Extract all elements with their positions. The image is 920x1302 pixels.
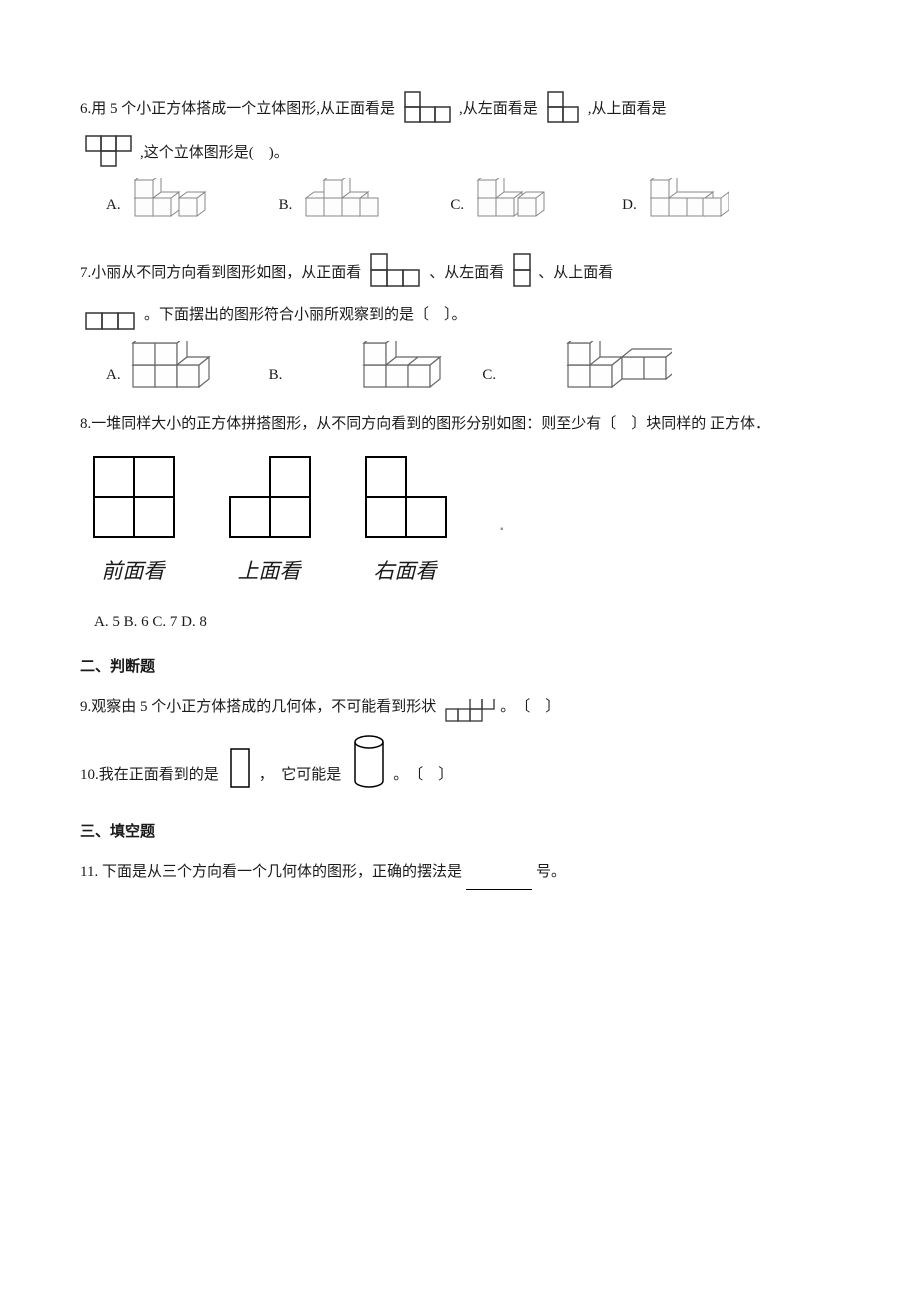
question-10: 10.我在正面看到的是 ， 它可能是 。 〔 〕: [80, 733, 840, 793]
q7-b: 、从左面看: [429, 256, 504, 291]
q9-a: 9.观察由 5 个小正方体搭成的几何体，不可能看到形状: [80, 690, 436, 725]
q6-option-d: D.: [616, 178, 729, 222]
q7-c: 、从上面看: [538, 256, 613, 291]
q6-top-view-icon: [84, 134, 136, 168]
q10-a: 10.我在正面看到的是: [80, 758, 219, 793]
q7-option-c: C.: [476, 341, 672, 393]
q7-top-view-icon: [84, 311, 140, 331]
q8-label-top: 上面看: [226, 547, 312, 595]
q10-rect-icon: [227, 745, 255, 791]
q6-opt-d-icon: [643, 178, 729, 222]
q11-b: 号。: [536, 855, 566, 890]
q7-front-view-icon: [369, 252, 425, 288]
q11-blank: [466, 875, 532, 890]
q6-option-c: C.: [444, 178, 556, 222]
q7-option-b: B.: [263, 341, 459, 393]
q6-option-a: A.: [100, 178, 213, 222]
q6-text-b: ,从左面看是: [459, 92, 538, 127]
question-7-line2: 。下面摆出的图形符合小丽所观察到的是〔 〕。: [80, 298, 840, 333]
q7-left-view-icon: [512, 252, 534, 288]
q7-d: 。下面摆出的图形符合小丽所观察到的是〔 〕。: [144, 298, 467, 333]
q6-text-a: 6.用 5 个小正方体搭成一个立体图形,从正面看是: [80, 92, 395, 127]
q6-left-view-icon: [546, 90, 584, 124]
q6-opt-a-icon: [127, 178, 213, 222]
question-7-line1: 7.小丽从不同方向看到图形如图，从正面看 、从左面看 、从上面看: [80, 252, 840, 290]
q6-options: A. B.: [80, 178, 840, 222]
q7-opt-c-icon: [562, 341, 672, 393]
q6-front-view-icon: [403, 90, 455, 124]
q8-label-front: 前面看: [90, 547, 176, 595]
q8-front-view-icon: [92, 455, 178, 541]
question-11: 11. 下面是从三个方向看一个几何体的图形，正确的摆法是 号。: [80, 855, 840, 890]
q8-top-view-icon: [228, 455, 314, 541]
question-6-line2: ,这个立体图形是( )。: [80, 134, 840, 170]
q6-text-d: ,这个立体图形是( )。: [140, 136, 289, 171]
q10-cylinder-icon: [349, 733, 389, 791]
q7-opt-b-icon: [358, 341, 458, 393]
q8-views: ▪: [92, 455, 840, 541]
q8-view-labels: 前面看 上面看 右面看: [90, 547, 840, 595]
section-2-title: 二、判断题: [80, 650, 840, 685]
question-9: 9.观察由 5 个小正方体搭成的几何体，不可能看到形状 。 〔 〕: [80, 690, 840, 725]
q6-option-b: B.: [273, 178, 385, 222]
dot-icon: ▪: [500, 518, 504, 541]
q7-opt-a-icon: [127, 341, 223, 393]
q9-shape-icon: [444, 699, 496, 723]
q7-option-a: A.: [100, 341, 223, 393]
q8-right-view-icon: [364, 455, 450, 541]
q6-opt-b-icon: [298, 178, 384, 222]
q11-a: 11. 下面是从三个方向看一个几何体的图形，正确的摆法是: [80, 855, 462, 890]
q8-label-right: 右面看: [362, 547, 448, 595]
q10-c: 。 〔 〕: [393, 758, 453, 793]
q7-options: A. B. C.: [80, 341, 840, 393]
q9-b: 。 〔 〕: [500, 690, 560, 725]
q6-text-c: ,从上面看是: [588, 92, 667, 127]
question-6-line1: 6.用 5 个小正方体搭成一个立体图形,从正面看是 ,从左面看是 ,从上面看是: [80, 90, 840, 126]
q8-options: A. 5 B. 6 C. 7 D. 8: [80, 605, 840, 640]
q6-opt-c-icon: [470, 178, 556, 222]
question-8-text: 8.一堆同样大小的正方体拼搭图形，从不同方向看到的图形分别如图：则至少有〔 〕块…: [80, 407, 840, 442]
section-3-title: 三、填空题: [80, 815, 840, 850]
q7-a: 7.小丽从不同方向看到图形如图，从正面看: [80, 256, 361, 291]
q10-b: ， 它可能是: [259, 758, 342, 793]
